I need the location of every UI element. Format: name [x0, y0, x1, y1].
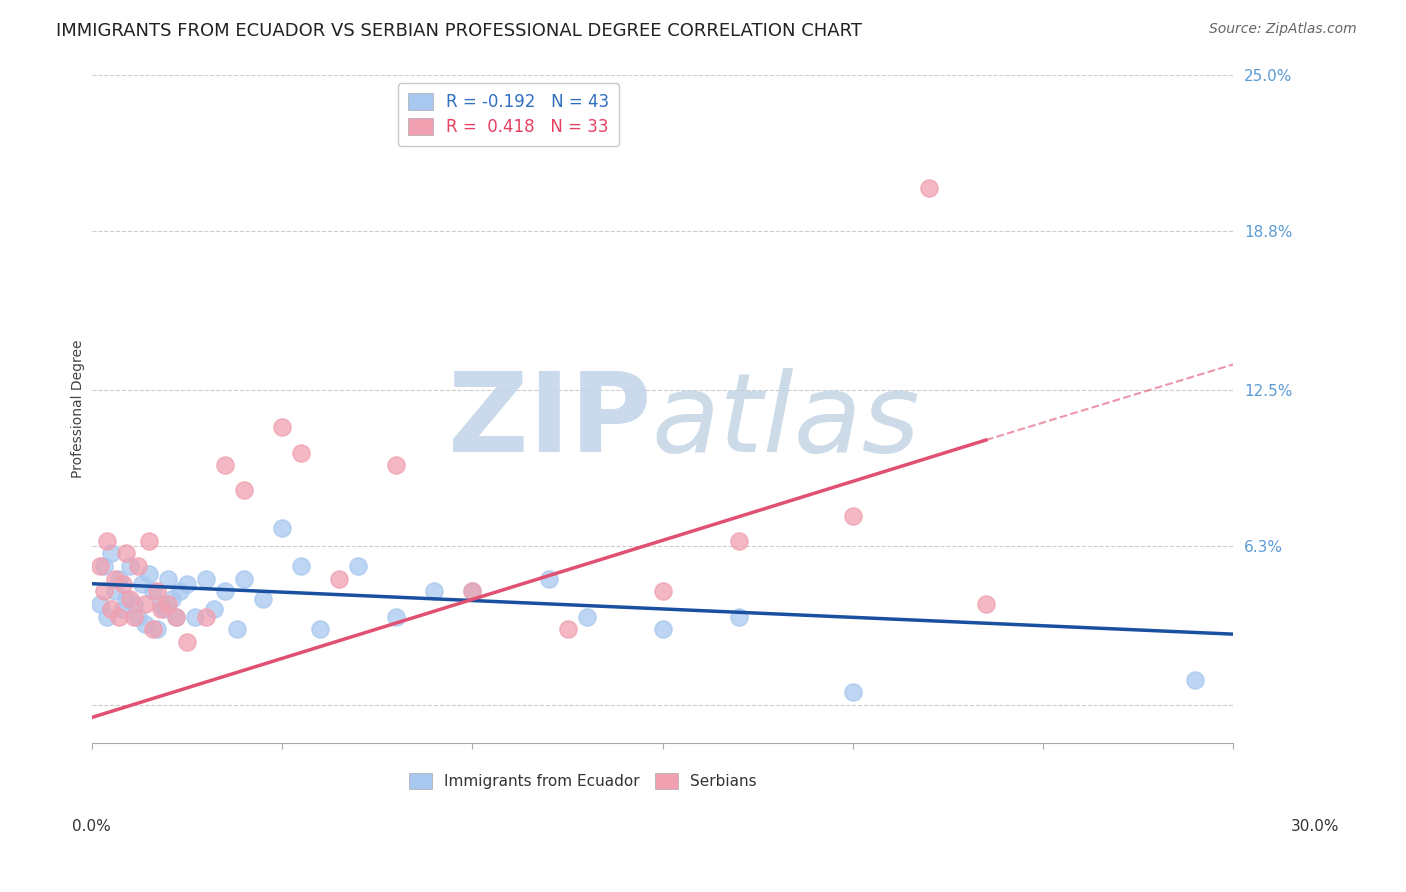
Point [537, 572, 560, 586]
Legend: Immigrants from Ecuador, Serbians: Immigrants from Ecuador, Serbians [402, 767, 763, 795]
Point [214, 584, 236, 599]
Point [385, 609, 408, 624]
Point [461, 584, 484, 599]
Text: 0.0%: 0.0% [72, 820, 111, 834]
Point [271, 420, 294, 434]
Point [127, 559, 149, 574]
Point [290, 445, 312, 459]
Point [328, 572, 350, 586]
Point [271, 521, 294, 535]
Point [120, 559, 142, 574]
Point [202, 602, 225, 616]
Text: IMMIGRANTS FROM ECUADOR VS SERBIAN PROFESSIONAL DEGREE CORRELATION CHART: IMMIGRANTS FROM ECUADOR VS SERBIAN PROFE… [56, 22, 862, 40]
Point [176, 634, 198, 648]
Point [100, 546, 122, 560]
Point [557, 622, 579, 636]
Point [575, 609, 598, 624]
Point [385, 458, 408, 473]
Point [134, 617, 156, 632]
Point [104, 584, 127, 599]
Point [127, 609, 149, 624]
Point [160, 591, 183, 606]
Point [252, 591, 274, 606]
Point [122, 597, 145, 611]
Point [423, 584, 446, 599]
Point [651, 622, 673, 636]
Point [233, 483, 256, 498]
Point [727, 609, 749, 624]
Point [93, 584, 115, 599]
Point [111, 576, 134, 591]
Text: ZIP: ZIP [449, 368, 651, 475]
Text: Source: ZipAtlas.com: Source: ZipAtlas.com [1209, 22, 1357, 37]
Point [225, 622, 247, 636]
Point [974, 597, 997, 611]
Point [184, 609, 207, 624]
Point [93, 559, 115, 574]
Point [107, 572, 129, 586]
Point [157, 597, 180, 611]
Point [142, 622, 165, 636]
Point [89, 559, 111, 574]
Point [157, 572, 180, 586]
Point [290, 559, 312, 574]
Point [461, 584, 484, 599]
Point [165, 609, 187, 624]
Point [233, 572, 256, 586]
Point [842, 685, 865, 699]
Point [107, 609, 129, 624]
Point [347, 559, 370, 574]
Point [309, 622, 332, 636]
Point [115, 591, 138, 606]
Point [149, 602, 172, 616]
Point [214, 458, 236, 473]
Point [115, 546, 138, 560]
Point [131, 576, 153, 591]
Point [1184, 673, 1206, 687]
Point [146, 584, 169, 599]
Point [89, 597, 111, 611]
Point [134, 597, 156, 611]
Text: 30.0%: 30.0% [1291, 820, 1339, 834]
Point [138, 566, 160, 581]
Point [111, 602, 134, 616]
Point [96, 533, 118, 548]
Point [165, 609, 187, 624]
Point [146, 622, 169, 636]
Point [176, 576, 198, 591]
Point [100, 602, 122, 616]
Point [138, 533, 160, 548]
Point [727, 533, 749, 548]
Point [169, 584, 191, 599]
Point [651, 584, 673, 599]
Point [149, 597, 172, 611]
Point [918, 181, 941, 195]
Point [195, 609, 218, 624]
Point [120, 591, 142, 606]
Y-axis label: Professional Degree: Professional Degree [72, 339, 86, 478]
Point [96, 609, 118, 624]
Point [104, 572, 127, 586]
Point [122, 609, 145, 624]
Point [142, 584, 165, 599]
Point [842, 508, 865, 523]
Point [153, 602, 176, 616]
Text: atlas: atlas [651, 368, 920, 475]
Point [195, 572, 218, 586]
